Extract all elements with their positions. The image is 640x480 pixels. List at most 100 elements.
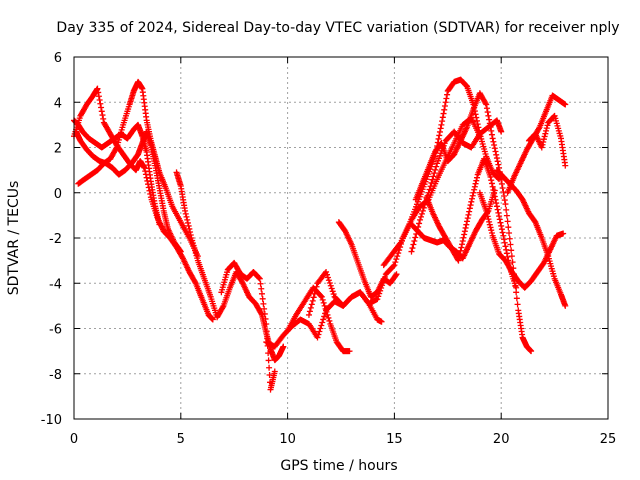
data-point (306, 308, 313, 315)
series-track-9 (305, 268, 385, 325)
data-point (258, 285, 265, 292)
data-point (488, 177, 495, 184)
data-point (543, 125, 550, 132)
data-point (496, 213, 503, 220)
data-point (460, 234, 467, 241)
data-point (391, 262, 398, 269)
data-point (475, 124, 482, 131)
data-point (113, 145, 120, 152)
data-point (440, 110, 447, 117)
data-point (265, 350, 272, 357)
data-point (505, 224, 512, 231)
data-point (257, 280, 264, 287)
data-point (486, 218, 493, 225)
data-point (488, 131, 495, 138)
data-point (435, 135, 442, 142)
data-point (261, 310, 268, 317)
data-point (441, 106, 448, 113)
data-point (97, 100, 104, 107)
data-point (491, 145, 498, 152)
data-point (177, 248, 184, 255)
series-track-12 (408, 117, 505, 255)
data-point (503, 212, 510, 219)
data-point (500, 232, 507, 239)
data-point (500, 188, 507, 195)
x-tick-label: 15 (386, 432, 403, 447)
data-point (486, 221, 493, 228)
data-point (184, 219, 191, 226)
y-tick-label: 4 (54, 96, 62, 111)
data-point (433, 163, 440, 170)
data-point (156, 221, 163, 228)
data-point (432, 166, 439, 173)
data-point (483, 207, 490, 214)
data-point (498, 180, 505, 187)
data-point (316, 328, 323, 335)
data-point (392, 272, 399, 279)
data-point (483, 210, 490, 217)
data-point (307, 304, 314, 311)
data-point (271, 368, 278, 375)
data-point (498, 128, 505, 135)
data-point (326, 279, 333, 286)
data-point (487, 173, 494, 180)
data-point (428, 179, 435, 186)
data-point (465, 211, 472, 218)
data-point (417, 216, 424, 223)
data-point (192, 278, 199, 285)
data-point (492, 196, 499, 203)
data-point (261, 305, 268, 312)
data-point (462, 224, 469, 231)
data-point (378, 318, 385, 325)
data-point (501, 193, 508, 200)
data-point (443, 95, 450, 102)
data-point (503, 250, 510, 257)
data-point (472, 111, 479, 118)
data-point (539, 141, 546, 148)
data-point (94, 85, 101, 92)
data-point (513, 295, 520, 302)
data-point (416, 220, 423, 227)
data-point (314, 334, 321, 341)
data-point (473, 174, 480, 181)
data-point (507, 241, 514, 248)
data-point (471, 183, 478, 190)
data-point (485, 216, 492, 223)
data-point (256, 274, 263, 281)
data-point (501, 197, 508, 204)
data-point (95, 93, 102, 100)
data-point (472, 180, 479, 187)
data-point (540, 136, 547, 143)
data-point (324, 274, 331, 281)
x-tick-label: 0 (70, 432, 78, 447)
data-point (394, 253, 401, 260)
data-point (392, 259, 399, 266)
data-point (441, 103, 448, 110)
data-point (410, 241, 417, 248)
data-point (471, 186, 478, 193)
data-point (182, 210, 189, 217)
data-point (324, 311, 331, 318)
data-point (408, 248, 415, 255)
data-point (323, 308, 330, 315)
data-point (470, 189, 477, 196)
data-point (456, 251, 463, 258)
series-track-16 (476, 189, 567, 291)
data-point (393, 256, 400, 263)
data-point (466, 208, 473, 215)
data-point (562, 101, 569, 108)
data-point (490, 186, 497, 193)
data-point (499, 229, 506, 236)
data-point (280, 343, 287, 350)
data-point (466, 205, 473, 212)
data-point (473, 114, 480, 121)
data-point (330, 291, 337, 298)
data-point (509, 259, 516, 266)
y-tick-label: -2 (49, 232, 62, 247)
data-point (483, 105, 490, 112)
data-point (502, 243, 509, 250)
data-point (538, 144, 545, 151)
data-point (459, 238, 466, 245)
data-point (513, 284, 520, 291)
x-axis-title: GPS time / hours (280, 458, 397, 474)
